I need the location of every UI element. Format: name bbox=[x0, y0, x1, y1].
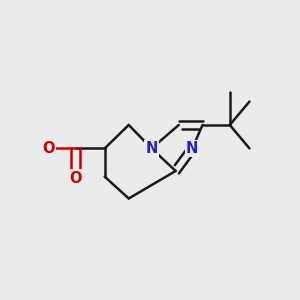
Text: O: O bbox=[42, 141, 55, 156]
Text: N: N bbox=[186, 141, 198, 156]
Text: N: N bbox=[146, 141, 158, 156]
Text: O: O bbox=[69, 171, 82, 186]
